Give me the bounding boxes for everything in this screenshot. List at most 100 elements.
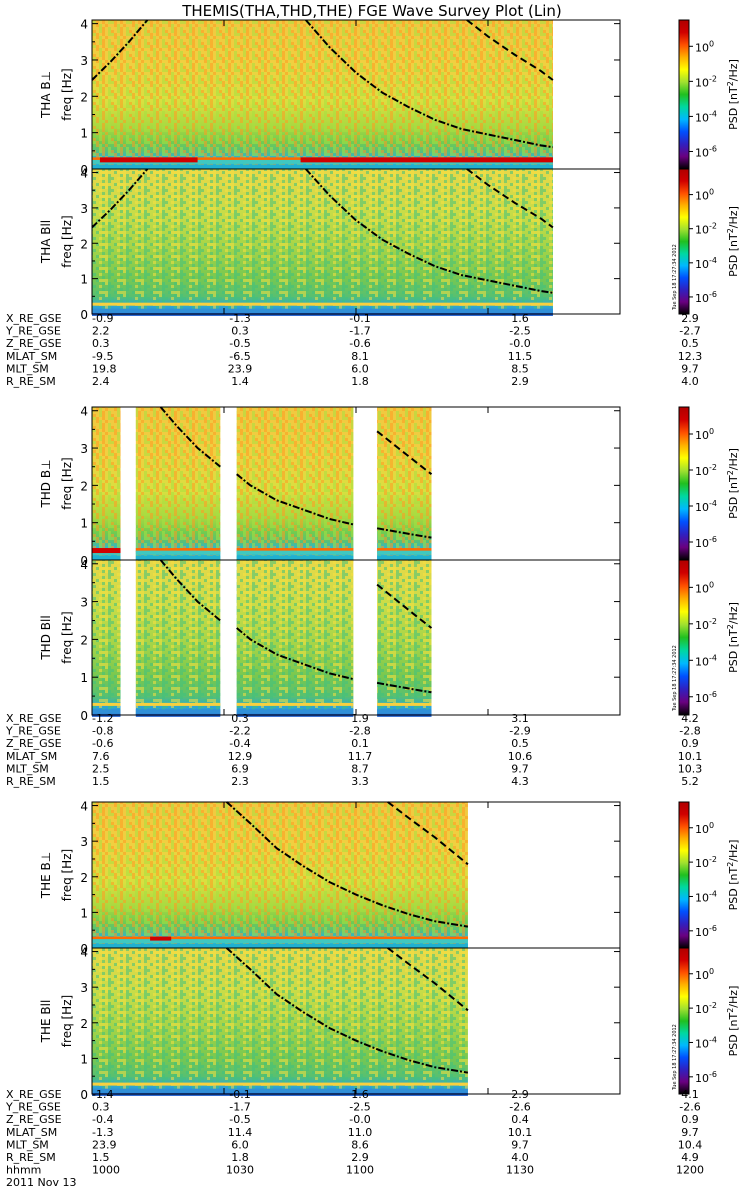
- y-tick-label: 3: [80, 596, 88, 610]
- panel-thd-perp: 0 1 2 3 4 THD B⊥ freq [Hz] 100 10-2 10-4 10-6 PSD […: [39, 405, 740, 568]
- colorbar-tick-label: 100: [695, 427, 714, 442]
- y-tick-label: 2: [80, 237, 88, 251]
- ephemeris-value: 4.9: [681, 1151, 699, 1164]
- spectrogram-texture: [92, 948, 468, 1094]
- ephemeris-label: MLAT_SM: [6, 750, 57, 763]
- colorbar-tick-label: 10-2: [695, 855, 717, 870]
- time-tick-label: 1130: [506, 1164, 534, 1177]
- power-band: [377, 555, 432, 562]
- y-tick-label: 0: [80, 1088, 88, 1102]
- ephemeris-label: X_RE_GSE: [6, 712, 62, 725]
- ephemeris-value: 2.9: [351, 1151, 369, 1164]
- overlay-curve: [236, 627, 354, 681]
- y-tick-label: 4: [80, 167, 88, 181]
- time-tick-label: 1030: [226, 1164, 254, 1177]
- ephemeris-value: -0.4: [229, 737, 250, 750]
- y-tick-label: 3: [80, 202, 88, 216]
- y-axis-unit-label: freq [Hz]: [60, 457, 74, 509]
- overlay-curve: [387, 801, 469, 866]
- y-tick-label: 4: [80, 800, 88, 814]
- spectrogram-texture: [236, 560, 354, 715]
- ephemeris-value: 1.8: [231, 1151, 249, 1164]
- ephemeris-label: MLT_SM: [6, 762, 49, 775]
- overlay-curve: [225, 947, 469, 1074]
- power-band: [135, 709, 221, 716]
- spectrogram-texture: [92, 169, 553, 314]
- ephemeris-value: -9.5: [92, 350, 113, 363]
- ephemeris-value: -6.5: [229, 350, 250, 363]
- power-band: [236, 550, 354, 555]
- panel-the-par: 0 1 2 3 4 THE Bll freq [Hz] 100 10-2 10-4 10-6 PSD …: [39, 946, 740, 1102]
- ephemeris-label: Z_RE_GSE: [6, 1113, 62, 1126]
- ephemeris-value: -0.8: [92, 725, 113, 738]
- colorbar-scale: [678, 559, 690, 716]
- y-tick-label: 1: [80, 906, 88, 920]
- ephemeris-value: 0.1: [351, 737, 369, 750]
- ephemeris-label: MLAT_SM: [6, 1126, 57, 1139]
- ephemeris-value: -0.6: [92, 737, 113, 750]
- ephemeris-value: 10.1: [508, 1126, 533, 1139]
- ephemeris-value: 6.0: [351, 362, 369, 375]
- ephemeris-value: 19.8: [92, 362, 117, 375]
- y-axis-unit-label: freq [Hz]: [60, 215, 74, 267]
- overlay-curve: [376, 681, 432, 694]
- overlay-curve: [225, 801, 469, 928]
- colorbar-tick-label: 10-4: [695, 1035, 717, 1050]
- power-band: [92, 943, 468, 950]
- power-band: [92, 702, 121, 706]
- power-band: [377, 702, 432, 706]
- ephemeris-label: R_RE_SM: [6, 1151, 56, 1164]
- ephemeris-value: 1.8: [351, 375, 369, 388]
- colorbar-scale: [678, 168, 690, 315]
- spectrogram-texture: [92, 407, 121, 560]
- power-band-strong: [99, 157, 198, 163]
- panel-tha-par: 0 1 2 3 4 THA Bll freq [Hz] 100 10-2 10-4 10-6 PSD …: [39, 167, 740, 322]
- overlay-curve: [466, 19, 554, 81]
- y-tick-label: 2: [80, 1017, 88, 1031]
- y-tick-label: 2: [80, 871, 88, 885]
- power-band: [92, 1088, 468, 1095]
- ephemeris-the: X_RE_GSE -1.4 -0.1 1.6 2.9 4.1 Y_RE_GSE 0.3 -1.7…: [5, 1088, 702, 1164]
- ephemeris-label: Z_RE_GSE: [6, 737, 62, 750]
- ephemeris-value: 0.3: [92, 337, 110, 350]
- ephemeris-value: 0.3: [231, 325, 249, 338]
- y-tick-label: 3: [80, 981, 88, 995]
- ephemeris-value: 10.1: [678, 750, 703, 763]
- time-axis-label: hhmm: [6, 1164, 41, 1177]
- y-tick-label: 1: [80, 1052, 88, 1066]
- y-tick-label: 0: [80, 308, 88, 322]
- colorbar-tick-label: 10-4: [695, 653, 717, 668]
- ephemeris-value: 9.7: [511, 762, 529, 775]
- spectrogram-texture: [92, 802, 468, 948]
- overlay-curve: [305, 19, 554, 149]
- ephemeris-label: MLAT_SM: [6, 350, 57, 363]
- ephemeris-value: 1.6: [351, 1088, 369, 1101]
- overlay-curve: [91, 168, 149, 229]
- colorbar: 100 10-2 10-4 10-6 PSD [nT2/Hz]: [678, 947, 740, 1095]
- power-band: [236, 709, 354, 716]
- y-tick-label: 4: [80, 18, 88, 32]
- colorbar-label: PSD [nT2/Hz]: [726, 840, 740, 911]
- power-band: [236, 548, 354, 553]
- ephemeris-value: 1.4: [231, 375, 249, 388]
- panel-the-perp: 0 1 2 3 4 THE B⊥ freq [Hz] 100 10-2 10-4 10-6 PSD […: [39, 800, 740, 956]
- ephemeris-label: R_RE_SM: [6, 775, 56, 788]
- ephemeris-value: -0.0: [349, 1113, 370, 1126]
- colorbar: 100 10-2 10-4 10-6 PSD [nT2/Hz]: [678, 406, 740, 561]
- ephemeris-value: 0.9: [681, 737, 699, 750]
- y-tick-label: 0: [80, 554, 88, 568]
- colorbar-label: PSD [nT2/Hz]: [726, 602, 740, 673]
- ephemeris-value: 2.9: [681, 312, 699, 325]
- power-band-strong: [150, 936, 172, 941]
- ephemeris-value: 2.9: [511, 375, 529, 388]
- colorbar-tick-label: 10-6: [695, 535, 717, 550]
- ephemeris-value: -0.1: [349, 312, 370, 325]
- ephemeris-value: 7.6: [92, 750, 110, 763]
- time-tick-label: 1000: [92, 1164, 120, 1177]
- power-band: [236, 702, 354, 706]
- power-band-strong: [300, 157, 553, 163]
- y-tick-label: 0: [80, 709, 88, 723]
- ephemeris-value: -2.8: [349, 725, 370, 738]
